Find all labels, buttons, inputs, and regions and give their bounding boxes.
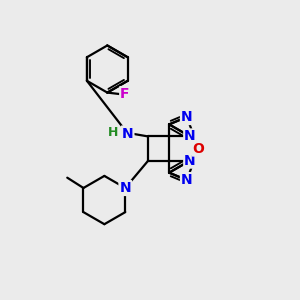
Text: N: N — [122, 127, 134, 140]
Text: O: O — [193, 142, 205, 155]
Text: N: N — [184, 154, 196, 168]
Text: N: N — [119, 181, 131, 195]
Text: N: N — [181, 110, 193, 124]
Text: F: F — [120, 87, 130, 101]
Text: N: N — [181, 173, 193, 187]
Text: H: H — [108, 126, 119, 140]
Text: N: N — [184, 130, 196, 143]
